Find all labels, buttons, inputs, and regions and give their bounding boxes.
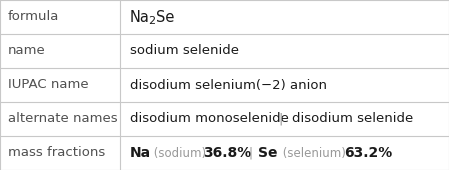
Text: |: | (278, 113, 282, 125)
Text: |: | (248, 147, 252, 159)
Text: Se: Se (258, 146, 277, 160)
Text: (sodium): (sodium) (150, 147, 206, 159)
Text: Na: Na (130, 146, 151, 160)
Text: disodium selenium(−2) anion: disodium selenium(−2) anion (130, 79, 327, 91)
Text: formula: formula (8, 11, 59, 23)
Text: sodium selenide: sodium selenide (130, 45, 239, 57)
Text: (selenium): (selenium) (279, 147, 346, 159)
Text: Na: Na (130, 10, 150, 24)
Text: alternate names: alternate names (8, 113, 118, 125)
Text: disodium selenide: disodium selenide (292, 113, 413, 125)
Text: 63.2%: 63.2% (344, 146, 392, 160)
Text: mass fractions: mass fractions (8, 147, 105, 159)
Text: IUPAC name: IUPAC name (8, 79, 88, 91)
Text: 2: 2 (148, 16, 155, 26)
Text: Se: Se (156, 10, 174, 24)
Text: disodium monoselenide: disodium monoselenide (130, 113, 289, 125)
Text: name: name (8, 45, 46, 57)
Text: 36.8%: 36.8% (203, 146, 251, 160)
